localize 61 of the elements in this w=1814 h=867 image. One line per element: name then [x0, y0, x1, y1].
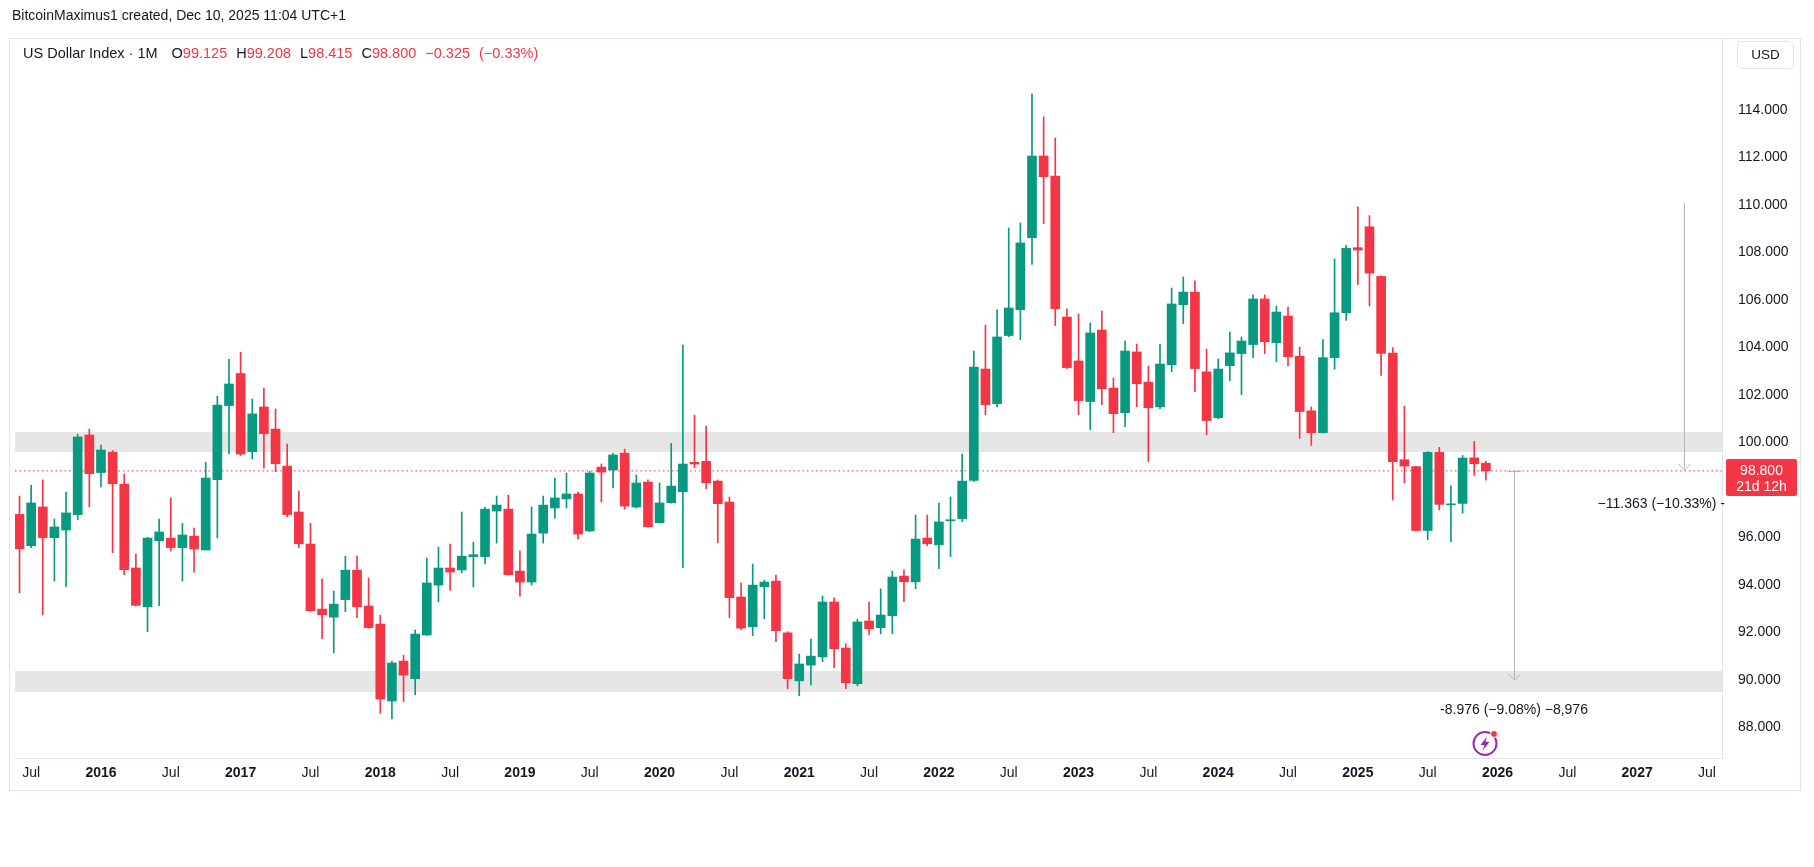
x-tick-label: Jul — [1558, 764, 1577, 781]
x-tick-label: Jul — [1139, 764, 1158, 781]
x-tick-label: 2017 — [225, 764, 257, 781]
candlestick — [165, 497, 176, 552]
text: BitcoinMaximus1 created, Dec 10, 2025 11:04 UTC+1 — [12, 6, 347, 23]
x-tick-label: Jul — [161, 764, 180, 781]
text: US Dollar Index · 1M — [23, 45, 158, 61]
x-tick-label: 2019 — [504, 764, 536, 781]
candlestick — [922, 514, 933, 547]
candlestick — [154, 518, 164, 607]
x-tick-label: 2024 — [1202, 764, 1234, 781]
x-tick-label: 2027 — [1621, 764, 1653, 781]
x-tick-label: 2020 — [644, 764, 676, 781]
x-tick-label: Jul — [22, 764, 41, 781]
text: USD — [1751, 46, 1780, 62]
y-tick-label: 112.000 — [1738, 148, 1788, 165]
x-tick-label: Jul — [441, 764, 460, 781]
y-tick-label: 96.000 — [1738, 528, 1782, 545]
y-tick-label: 100.000 — [1738, 433, 1789, 450]
x-tick-label: 2022 — [923, 764, 955, 781]
x-tick-label: 2021 — [783, 764, 816, 781]
candlestick — [224, 358, 234, 455]
candlestick — [864, 601, 874, 636]
candlestick — [678, 344, 688, 569]
annotation: -8.976 (−9.08%) −8,976 — [1440, 700, 1589, 717]
candlestick — [1469, 441, 1480, 476]
x-tick-label: Jul — [580, 764, 599, 781]
ref-line-label: 98.800 — [1740, 461, 1784, 478]
y-tick-label: 88.000 — [1738, 718, 1782, 735]
x-tick-label: Jul — [1418, 764, 1437, 781]
x-tick-label: Jul — [301, 764, 320, 781]
text: O99.125 H99.208 L98.415 C98.800 −0.325 (−0.33%) — [171, 45, 539, 61]
y-tick-label: 102.000 — [1738, 385, 1789, 402]
x-tick-label: 2026 — [1481, 764, 1514, 781]
y-tick-label: 90.000 — [1738, 670, 1782, 687]
x-tick-label: 2016 — [85, 764, 117, 781]
y-tick-label: 108.000 — [1738, 243, 1789, 260]
candlestick — [899, 569, 909, 603]
y-tick-label: 104.000 — [1738, 338, 1789, 355]
x-tick-label: 2018 — [364, 764, 397, 781]
candlestick — [328, 590, 339, 654]
x-tick-label: Jul — [999, 764, 1018, 781]
candlestick — [456, 511, 467, 574]
y-tick-label: 110.000 — [1738, 195, 1788, 212]
x-tick-label: Jul — [720, 764, 739, 781]
y-tick-label: 94.000 — [1738, 575, 1782, 592]
x-tick-label: Jul — [860, 764, 879, 781]
y-tick-label: 114.000 — [1738, 100, 1788, 117]
x-tick-label: Jul — [1279, 764, 1297, 781]
candlestick — [317, 578, 327, 640]
x-tick-label: 2023 — [1062, 764, 1095, 781]
x-tick-label: 2025 — [1342, 764, 1374, 781]
text: 21d 12h — [1736, 477, 1787, 494]
x-tick-label: Jul — [1698, 764, 1716, 781]
candlestick — [61, 491, 71, 588]
candlestick — [37, 479, 48, 616]
y-tick-label: 92.000 — [1738, 623, 1782, 640]
annotation: −11.363 (−10.33%) - — [1597, 494, 1726, 511]
candlestick — [1353, 206, 1363, 285]
y-tick-label: 106.000 — [1738, 290, 1789, 307]
candlestick — [806, 638, 816, 686]
